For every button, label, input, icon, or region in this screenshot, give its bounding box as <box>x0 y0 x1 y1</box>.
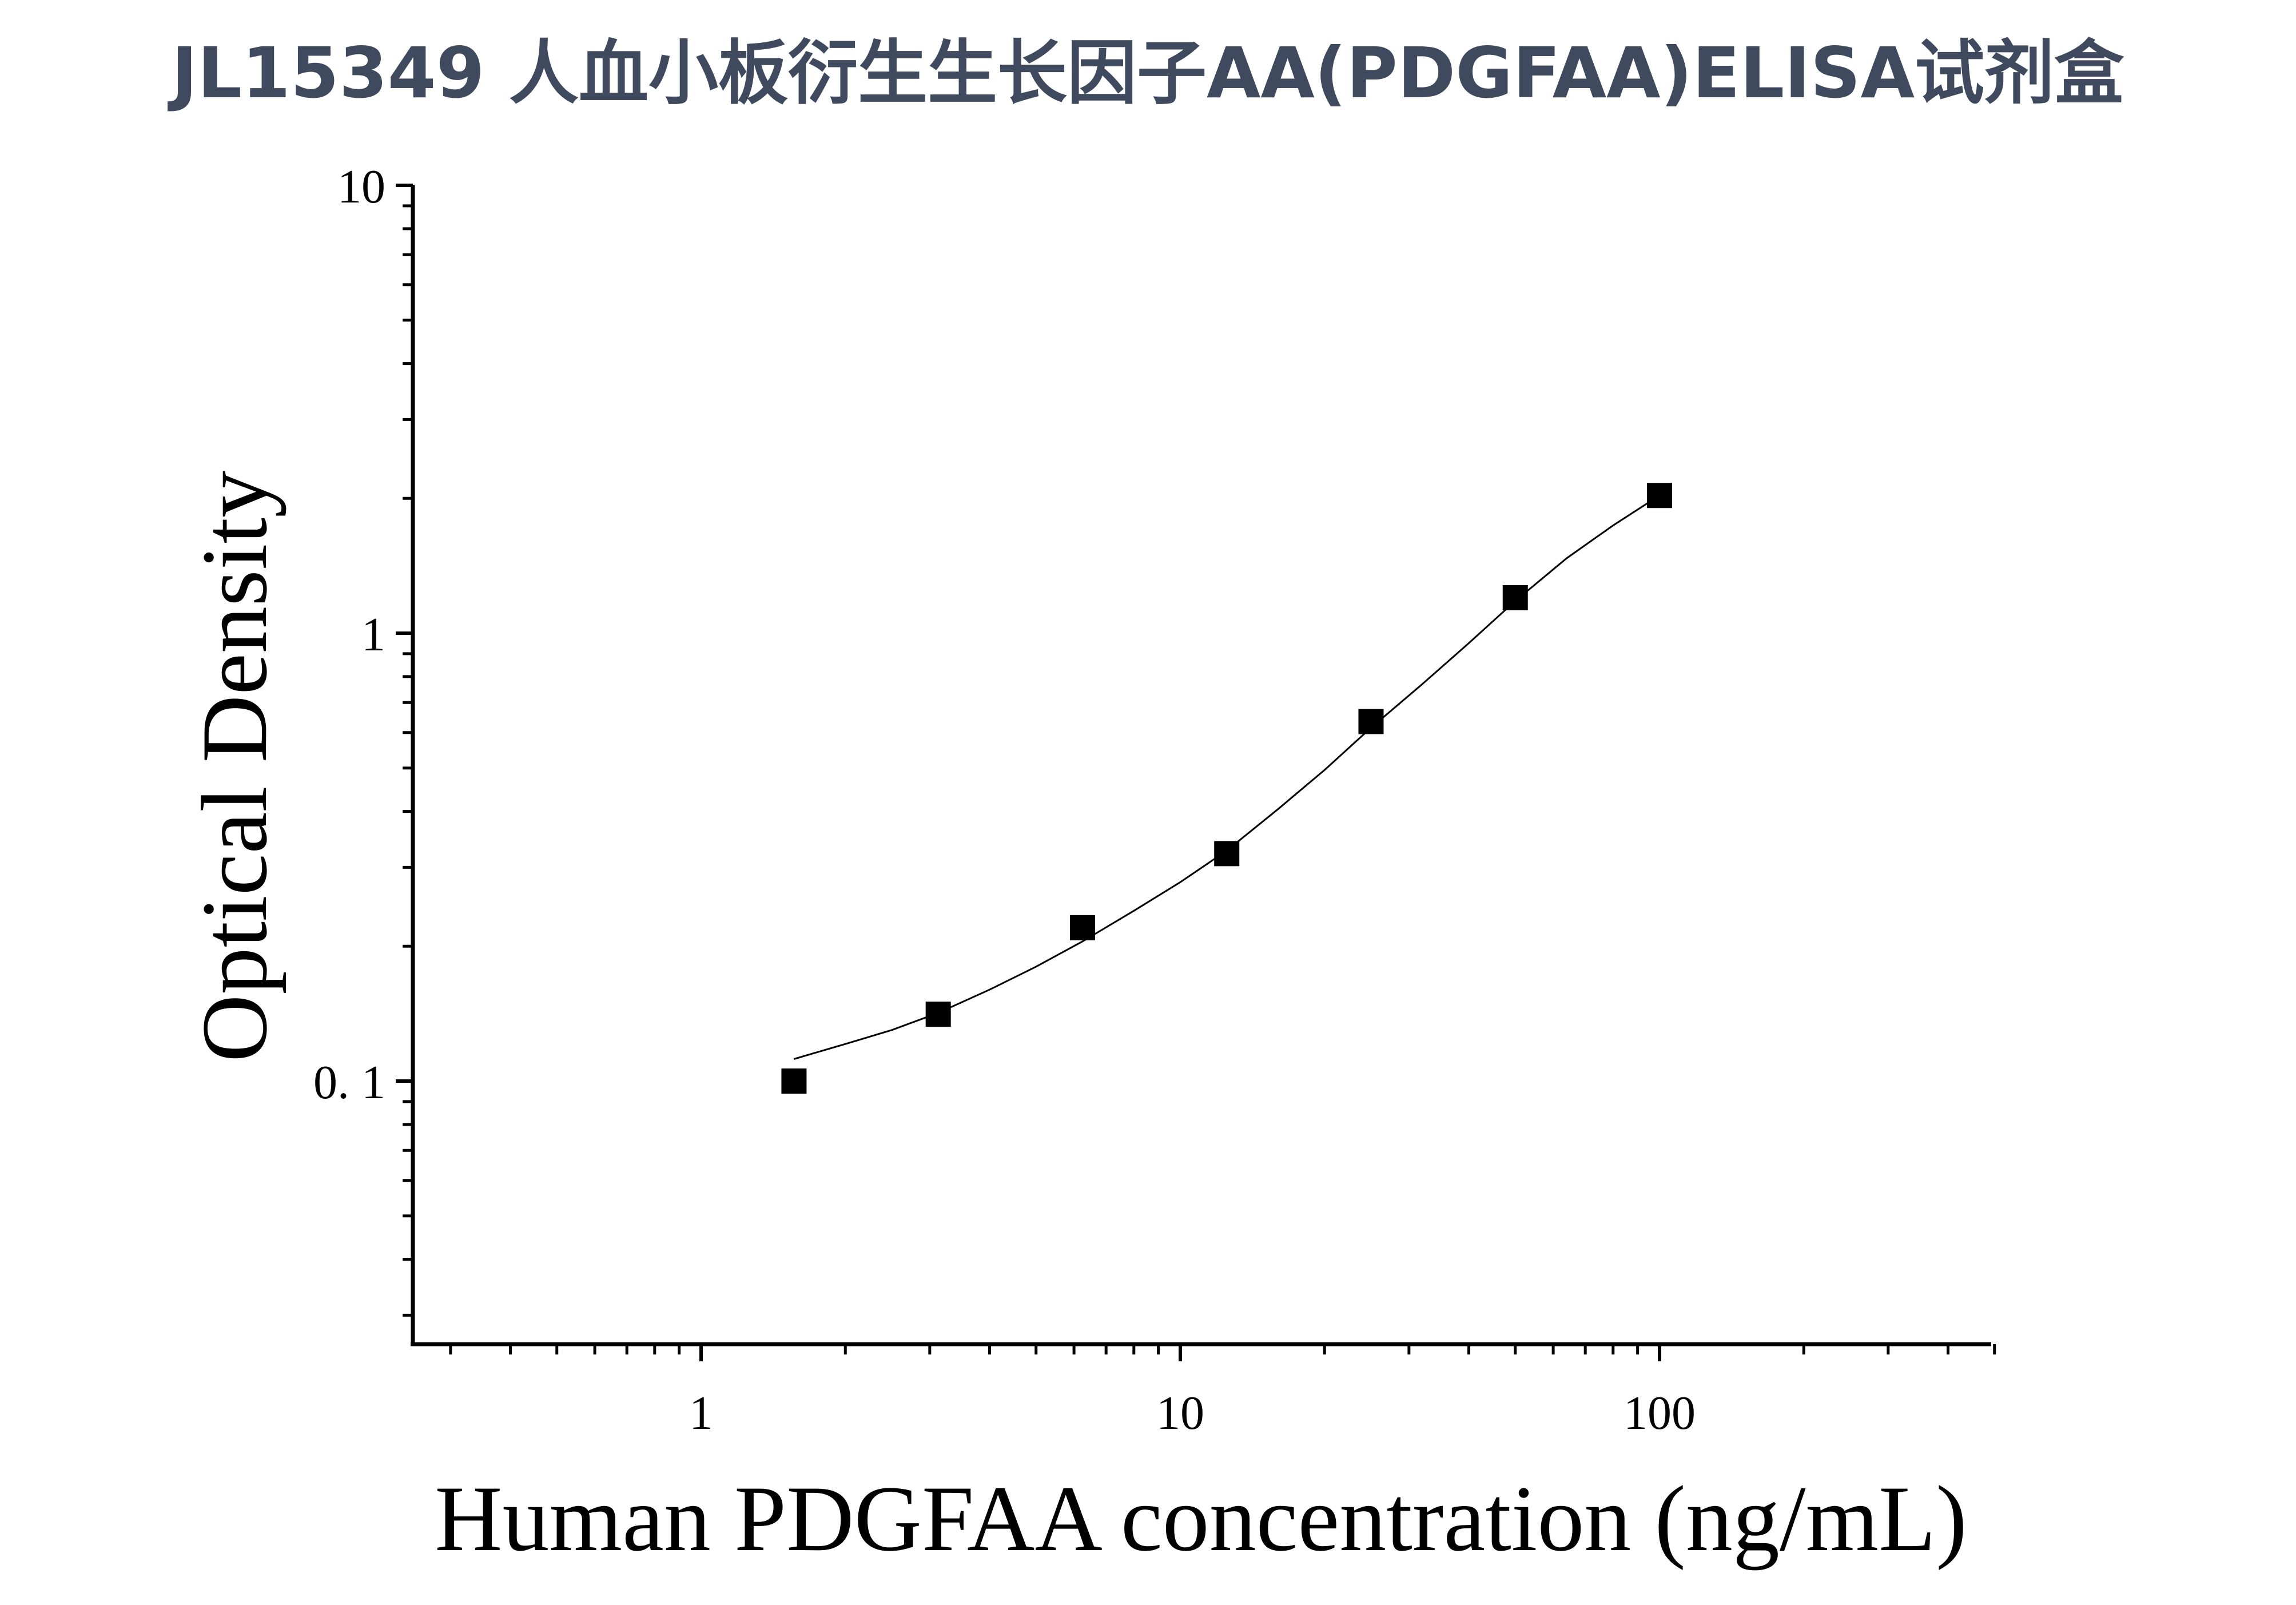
data-point <box>1358 709 1384 734</box>
x-tick-label: 100 <box>1623 1387 1696 1440</box>
y-ticks: 0. 1 1 10 <box>313 160 413 1317</box>
chart-title: JL15349 人血小板衍生生长因子AA(PDGFAA)ELISA试剂盒 <box>168 33 2124 114</box>
data-point <box>1069 915 1095 940</box>
data-point <box>1502 585 1528 611</box>
x-ticks: 1 10 100 <box>449 1344 1996 1440</box>
data-points <box>781 483 1672 1094</box>
x-axis-label: Human PDGFAA concentration (ng/mL) <box>435 1467 1967 1571</box>
fit-curve <box>793 494 1660 1060</box>
y-tick-label: 1 <box>361 608 385 661</box>
x-tick-label: 10 <box>1156 1387 1204 1440</box>
y-tick-label: 0. 1 <box>313 1056 385 1109</box>
data-point <box>1214 841 1240 867</box>
data-point <box>925 1002 951 1027</box>
y-tick-label: 10 <box>337 160 385 213</box>
data-point <box>1647 483 1672 508</box>
x-tick-label: 1 <box>689 1387 713 1440</box>
data-point <box>781 1068 807 1094</box>
y-axis-label: Optical Density <box>183 471 286 1062</box>
